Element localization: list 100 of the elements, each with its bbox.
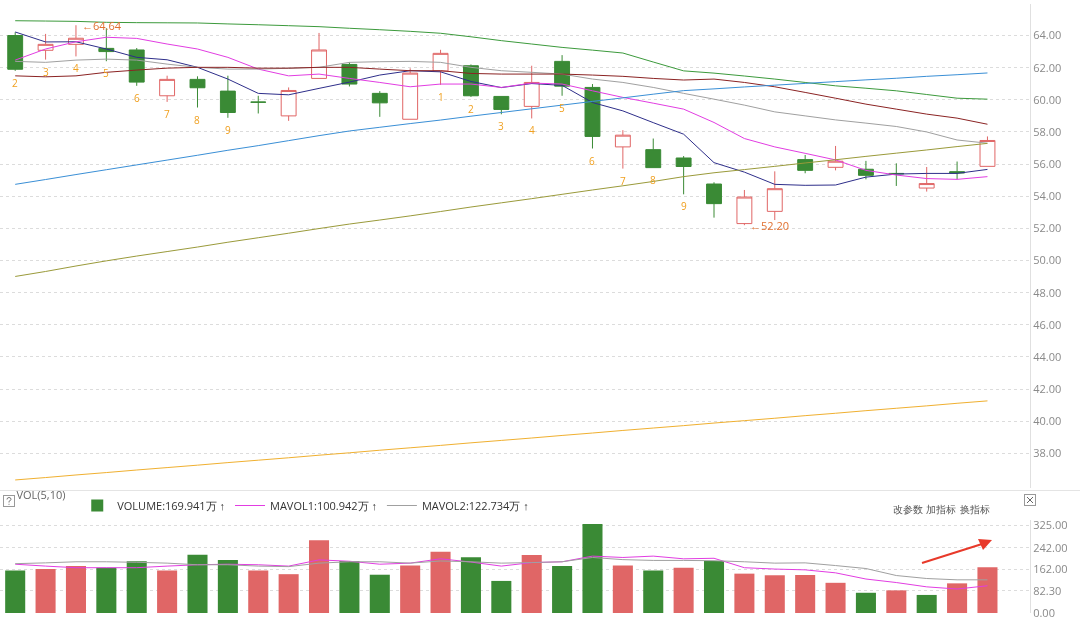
bar bbox=[126, 561, 147, 613]
bar bbox=[5, 570, 26, 613]
y-tick-label: 325.00 bbox=[1033, 517, 1068, 533]
text: 8 bbox=[650, 173, 656, 187]
bar bbox=[339, 560, 360, 613]
candlestick bbox=[7, 31, 24, 72]
y-tick-label: 82.30 bbox=[1033, 582, 1062, 598]
text: 6 bbox=[134, 91, 140, 105]
text: 换指标 bbox=[960, 502, 990, 516]
text: 加指标 bbox=[926, 502, 956, 516]
text: 7 bbox=[620, 174, 626, 188]
bar bbox=[825, 582, 846, 613]
line-series bbox=[14, 556, 988, 581]
y-tick-label: 242.00 bbox=[1033, 539, 1068, 555]
bar bbox=[916, 594, 937, 613]
y-tick-label: 56.00 bbox=[1033, 155, 1062, 171]
y-tick-label: 0.00 bbox=[1033, 604, 1055, 620]
text: 改参数 bbox=[893, 502, 923, 516]
bar bbox=[309, 540, 330, 613]
bar bbox=[400, 565, 421, 613]
bar bbox=[521, 555, 542, 613]
bar bbox=[764, 575, 785, 613]
y-tick-label: 48.00 bbox=[1033, 284, 1062, 300]
candlestick bbox=[493, 95, 510, 115]
y-tick-label: 62.00 bbox=[1033, 59, 1062, 75]
y-tick-label: 60.00 bbox=[1033, 91, 1062, 107]
bar bbox=[582, 524, 603, 613]
bar bbox=[157, 570, 178, 613]
bar bbox=[643, 570, 664, 613]
bar bbox=[187, 554, 208, 613]
text: 4 bbox=[73, 61, 79, 75]
candlestick bbox=[402, 67, 419, 120]
bar bbox=[612, 565, 633, 613]
candlestick bbox=[371, 90, 388, 118]
bar bbox=[430, 551, 451, 613]
y-tick-label: 46.00 bbox=[1033, 316, 1062, 332]
bar bbox=[947, 583, 968, 613]
y-tick-label: 162.00 bbox=[1033, 561, 1068, 577]
candlestick bbox=[645, 138, 662, 169]
candlestick bbox=[675, 155, 692, 195]
candlestick bbox=[219, 75, 236, 119]
y-tick-label: 50.00 bbox=[1033, 252, 1062, 268]
candlestick bbox=[706, 181, 722, 219]
bar bbox=[491, 580, 512, 613]
y-tick-label: 38.00 bbox=[1033, 445, 1062, 461]
chart-title: VOL(5,10) bbox=[16, 487, 66, 503]
text: 5 bbox=[103, 66, 109, 80]
legend-label: MAVOL1:100.942万 ↑ bbox=[270, 497, 377, 513]
candlestick bbox=[918, 166, 935, 193]
text: 2 bbox=[468, 102, 474, 116]
bar bbox=[855, 592, 876, 613]
bar bbox=[96, 567, 117, 613]
line-series bbox=[14, 20, 988, 100]
candlestick bbox=[159, 75, 176, 103]
bar bbox=[369, 574, 390, 613]
y-tick-label: 64.00 bbox=[1033, 27, 1062, 43]
candlestick bbox=[827, 145, 844, 171]
legend-label: MAVOL2:122.734万 ↑ bbox=[421, 497, 529, 513]
legend-label: VOLUME:169.941万 ↑ bbox=[117, 497, 226, 513]
bar bbox=[460, 557, 481, 613]
text: 3 bbox=[43, 65, 49, 79]
bar bbox=[35, 569, 56, 613]
bar bbox=[977, 567, 998, 613]
y-tick-label: 58.00 bbox=[1033, 123, 1062, 139]
line-series bbox=[14, 142, 988, 277]
bar bbox=[886, 590, 907, 613]
text: 2 bbox=[12, 76, 18, 90]
text: 1 bbox=[438, 90, 444, 104]
text: 3 bbox=[498, 119, 504, 133]
y-tick-label: 40.00 bbox=[1033, 413, 1062, 429]
bar bbox=[552, 566, 573, 613]
candlestick bbox=[584, 83, 601, 150]
text: 7 bbox=[164, 107, 170, 121]
candlestick bbox=[523, 65, 540, 119]
line-series bbox=[14, 400, 988, 481]
y-tick-label: 42.00 bbox=[1033, 380, 1062, 396]
text: 6 bbox=[589, 154, 595, 168]
bar bbox=[217, 559, 238, 613]
y-tick-label: 54.00 bbox=[1033, 188, 1062, 204]
candlestick bbox=[250, 95, 267, 114]
annotation: ←64.64 bbox=[82, 18, 122, 33]
y-tick-label: 44.00 bbox=[1033, 348, 1062, 364]
bar bbox=[278, 574, 299, 613]
candlestick bbox=[766, 170, 783, 221]
bar bbox=[734, 573, 755, 613]
text: 9 bbox=[225, 123, 231, 137]
text: 5 bbox=[559, 101, 565, 115]
candlestick bbox=[979, 135, 996, 167]
bar bbox=[673, 567, 694, 613]
y-tick-label: 52.00 bbox=[1033, 220, 1062, 236]
candlestick bbox=[797, 154, 814, 174]
candlestick bbox=[736, 189, 753, 226]
text: 4 bbox=[529, 123, 535, 137]
candlestick bbox=[280, 86, 297, 122]
bar bbox=[248, 570, 269, 613]
annotation: ←52.20 bbox=[750, 218, 790, 233]
bar bbox=[795, 574, 816, 613]
line-series bbox=[14, 58, 988, 144]
text: 9 bbox=[681, 199, 687, 213]
text: 8 bbox=[194, 113, 200, 127]
